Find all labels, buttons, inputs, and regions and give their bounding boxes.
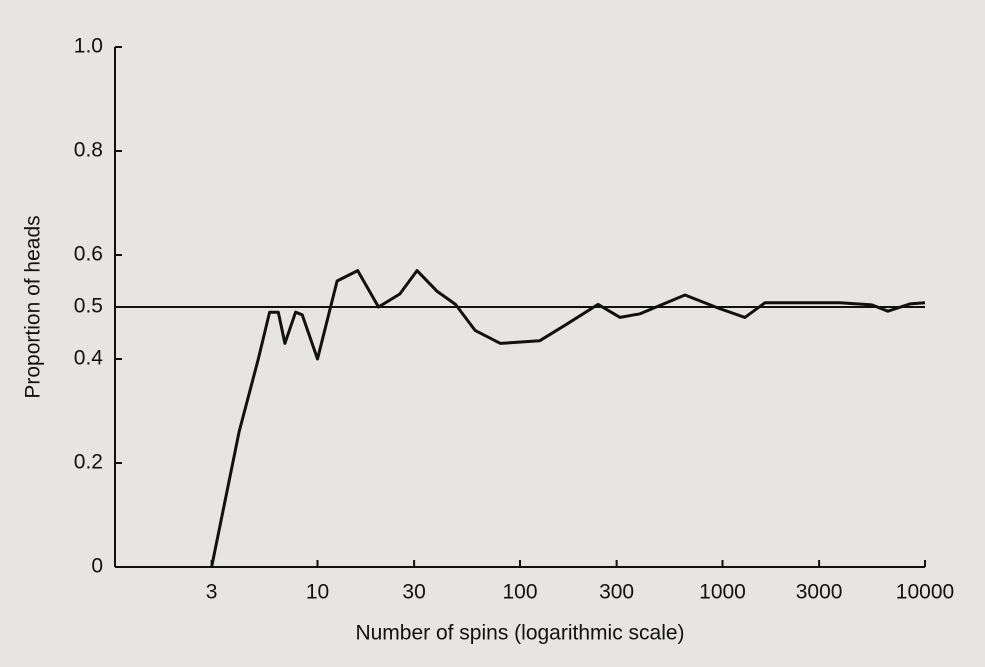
x-tick-label: 3 bbox=[206, 581, 218, 604]
x-tick-label: 300 bbox=[599, 581, 634, 604]
y-tick-label: 1.0 bbox=[74, 35, 103, 58]
y-tick-label: 0.5 bbox=[74, 295, 103, 318]
x-tick-label: 10 bbox=[306, 581, 329, 604]
x-tick-label: 30 bbox=[402, 581, 425, 604]
x-tick-label: 100 bbox=[502, 581, 537, 604]
x-axis-label: Number of spins (logarithmic scale) bbox=[355, 622, 684, 645]
x-tick-label: 3000 bbox=[796, 581, 843, 604]
x-tick-label: 10000 bbox=[896, 581, 954, 604]
y-tick-label: 0 bbox=[91, 555, 103, 578]
y-tick-label: 0.6 bbox=[74, 243, 103, 266]
y-axis-label: Proportion of heads bbox=[22, 215, 45, 398]
y-tick-label: 0.4 bbox=[74, 347, 104, 370]
data-line bbox=[210, 269, 926, 568]
x-tick-label: 1000 bbox=[699, 581, 746, 604]
y-tick-label: 0.8 bbox=[74, 139, 103, 162]
y-tick-label: 0.2 bbox=[74, 451, 103, 474]
